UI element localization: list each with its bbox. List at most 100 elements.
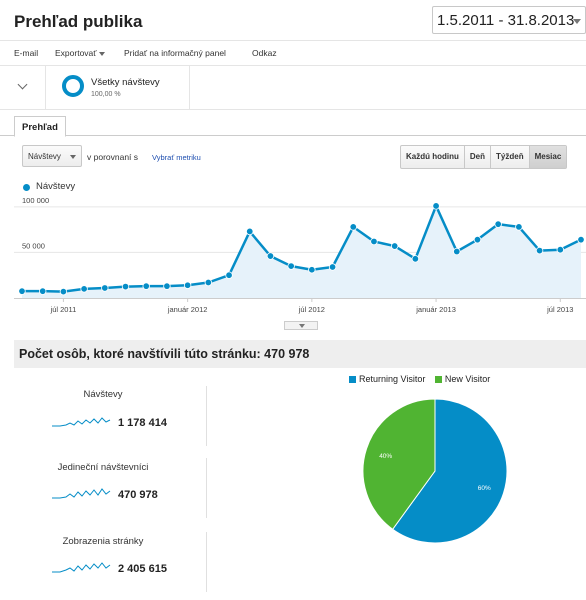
shortcut-button[interactable]: Odkaz [252,48,277,58]
report-toolbar: E-mail Exportovať Pridať na informačný p… [0,40,586,66]
segment-name: Všetky návštevy [91,77,160,88]
metric-value: 2 405 615 [118,563,167,575]
data-point[interactable] [370,237,378,246]
metric-name: Jedineční návštevníci [57,462,149,473]
data-point[interactable] [515,223,523,231]
caret-down-icon [99,51,106,56]
email-label: E-mail [14,48,39,58]
data-point[interactable] [349,223,357,231]
summary-title: Počet osôb, ktoré navštívili túto stránk… [19,347,310,361]
period-month-button[interactable]: Mesiac [529,146,567,168]
metric-value: 470 978 [118,489,158,501]
data-point[interactable] [163,282,171,290]
email-button[interactable]: E-mail [14,48,38,58]
metric-pageviews: Zobrazenia stránky 2 405 615 [14,532,207,592]
segment-bar: Všetky návštevy 100,00 % [0,66,586,110]
data-point[interactable] [473,235,482,244]
visitor-type-pie-chart: 60% 40% [362,398,508,544]
metric-unique-visitors: Jedineční návštevníci 470 978 [14,458,207,518]
tab-overview[interactable]: Prehľad [14,116,66,137]
visits-line-chart: 50 000 100 000 júl 2011 január 2012 júl 2012… [14,196,586,314]
sparkline [52,417,111,427]
data-point[interactable] [432,202,440,210]
data-point[interactable] [18,287,26,295]
chevron-down-icon [573,19,581,24]
chart-resize-handle[interactable] [284,321,318,330]
segment-toggle[interactable] [0,66,46,109]
x-tick-label: júl 2013 [546,305,573,314]
sparkline-line [52,488,111,499]
series-legend-label: Návštevy [36,181,76,192]
legend-new-label: New Visitor [444,374,491,384]
sparkline-line [52,562,111,573]
export-menu[interactable]: Exportovať [55,48,106,58]
segment-all-visits[interactable]: Všetky návštevy 100,00 % [46,66,190,109]
summary-header: Počet osôb, ktoré navštívili túto stránk… [14,340,586,368]
metric-name: Návštevy [83,389,123,400]
data-point[interactable] [390,242,399,250]
chevron-down-icon [299,324,305,328]
metric-value: 1 178 414 [118,417,167,429]
export-label: Exportovať [55,48,97,58]
add-to-dashboard-button[interactable]: Pridať na informačný panel [124,48,226,58]
y-tick-label: 100 000 [22,196,49,205]
data-point[interactable] [59,287,68,296]
series-line [22,204,582,293]
data-point[interactable] [101,284,109,292]
data-point[interactable] [577,235,585,244]
report-tabs: Prehľad [0,110,586,137]
metric-select[interactable]: Návštevy [22,145,82,167]
x-tick-label: júl 2011 [50,305,77,314]
period-selector: Každú hodinu Deň Týždeň Mesiac [400,145,568,169]
data-point[interactable] [246,227,254,236]
legend-swatch-new [434,376,442,384]
pie-slice-label: 40% [379,453,392,460]
data-point[interactable] [39,287,47,295]
page-title: Prehľad publika [14,12,143,31]
metric-select-value: Návštevy [28,152,61,161]
data-point[interactable] [183,281,192,289]
shortcut-label: Odkaz [252,48,277,58]
x-tick-label: január 2013 [415,305,456,314]
data-point[interactable] [328,263,337,271]
sparkline [52,488,111,499]
period-day-button[interactable]: Deň [465,146,492,168]
y-tick-label: 50 000 [22,241,45,250]
legend-returning-label: Returning Visitor [359,374,426,384]
data-point[interactable] [494,220,502,228]
x-tick-label: júl 2012 [298,305,325,314]
data-point[interactable] [80,285,88,293]
series-legend-dot [23,184,30,191]
pie-slice[interactable] [362,398,436,530]
report-header: Prehľad publika 1.5.2011 - 31.8.2013 [0,0,586,40]
period-week-button[interactable]: Týždeň [491,146,530,168]
add-to-dashboard-label: Pridať na informačný panel [124,48,226,58]
chevron-down-icon [70,155,76,159]
chevron-down-icon [17,79,28,90]
x-tick-label: január 2012 [167,305,208,314]
pie-legend: Returning Visitor New Visitor [349,374,490,384]
data-point[interactable] [266,252,275,260]
data-point[interactable] [121,282,130,291]
data-point[interactable] [225,271,233,279]
pie-slice[interactable] [391,398,508,544]
sparkline-line [52,417,111,427]
compare-label: v porovnaní s [87,152,139,162]
date-range-text: 1.5.2011 - 31.8.2013 [437,12,575,29]
data-point[interactable] [411,255,420,263]
series-area [22,205,581,298]
date-range-picker[interactable]: 1.5.2011 - 31.8.2013 [432,6,586,34]
data-point[interactable] [453,247,461,256]
data-point[interactable] [204,278,213,287]
segment-percent: 100,00 % [91,91,121,98]
data-point[interactable] [556,245,564,254]
data-point[interactable] [142,282,150,290]
pie-slice-label: 60% [478,485,491,492]
sparkline [52,562,111,573]
data-point[interactable] [308,266,316,274]
segment-donut-icon [62,75,84,97]
pick-metric-link[interactable]: Vybrať metriku [152,153,201,162]
data-point[interactable] [287,262,295,270]
data-point[interactable] [535,246,544,255]
period-hourly-button[interactable]: Každú hodinu [401,146,465,168]
